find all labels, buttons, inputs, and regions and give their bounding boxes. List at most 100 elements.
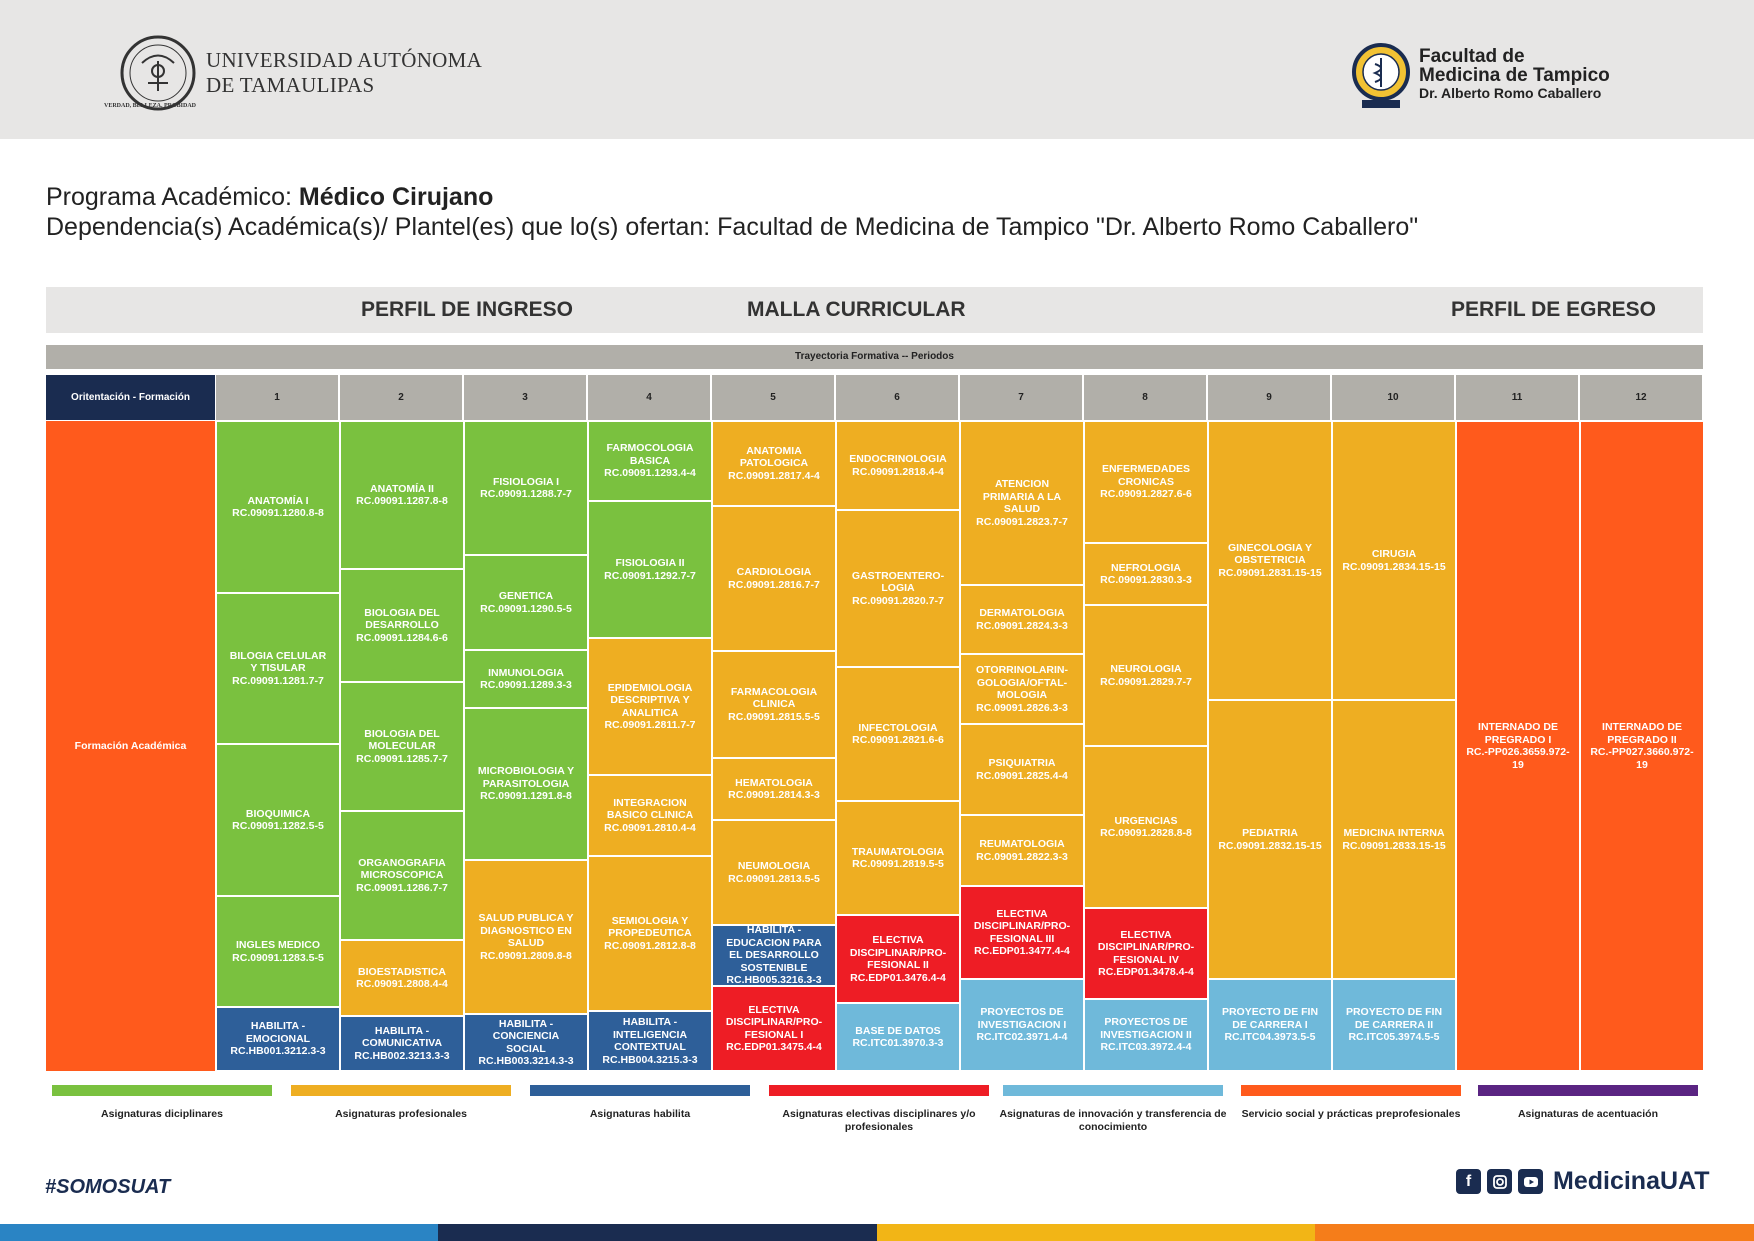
course-name: INTEGRACION BASICO CLINICA: [606, 796, 694, 822]
course-code: RC.ITC03.3972.4-4: [1100, 1041, 1192, 1054]
course-cell: HABILITA - INTELIGENCIA CONTEXTUAL RC.HB0…: [588, 1011, 712, 1071]
legend-label: Servicio social y prácticas preprofesion…: [1241, 1108, 1461, 1120]
footer-bar-orange: [1315, 1224, 1754, 1241]
course-name: ORGANOGRAFIA MICROSCOPICA: [358, 856, 446, 882]
period-header-8: 8: [1084, 375, 1206, 420]
course-name: HABILITA - INTELIGENCIA CONTEXTUAL: [612, 1016, 688, 1053]
course-code: RC.EDP01.3477.4-4: [974, 945, 1070, 957]
course-name: INTERNADO DE PREGRADO I: [1478, 721, 1558, 746]
perfil-egreso-heading: PERFIL DE EGRESO: [1451, 298, 1656, 321]
program-title: Programa Académico: Médico Cirujano: [46, 183, 493, 212]
course-code: RC.HB004.3215.3-3: [602, 1053, 698, 1066]
legend-label: Asignaturas profesionales: [335, 1108, 467, 1120]
course-cell: BIOLOGIA DEL MOLECULAR RC.09091.1285.7-7: [340, 682, 464, 811]
course-code: RC.09091.2808.4-4: [356, 978, 448, 990]
course-name: INTERNADO DE PREGRADO II: [1602, 721, 1682, 746]
course-code: RC.09091.2819.5-5: [852, 858, 944, 870]
program-dependencia: Dependencia(s) Académica(s)/ Plantel(es)…: [46, 213, 1419, 241]
course-code: RC.09091.2833.15-15: [1342, 839, 1446, 852]
course-cell: CARDIOLOGIA RC.09091.2816.7-7: [712, 506, 836, 651]
course-name: CIRUGIA: [1371, 548, 1417, 560]
course-name: CARDIOLOGIA: [736, 566, 812, 578]
period-header-9: 9: [1208, 375, 1330, 420]
course-cell: FARMACOLOGIA CLINICA RC.09091.2815.5-5: [712, 651, 836, 758]
course-name: HABILITA - EMOCIONAL: [245, 1020, 311, 1045]
instagram-icon[interactable]: [1487, 1169, 1512, 1194]
course-cell: FISIOLOGIA I RC.09091.1288.7-7: [464, 421, 588, 555]
course-name: NEFROLOGIA: [1111, 561, 1181, 574]
course-name: PEDIATRIA: [1242, 827, 1298, 839]
course-cell: PROYECTOS DE INVESTIGACION I RC.ITC02.397…: [960, 979, 1084, 1071]
social-handle: MedicinaUAT: [1553, 1167, 1710, 1195]
period-header-2: 2: [340, 375, 462, 420]
course-cell: REUMATOLOGIA RC.09091.2822.3-3: [960, 815, 1084, 886]
course-code: RC.09091.1292.7-7: [604, 569, 696, 582]
course-cell: NEUMOLOGIA RC.09091.2813.5-5: [712, 820, 836, 925]
course-code: RC.09091.2824.3-3: [976, 619, 1068, 632]
faculty-name-line2: Medicina de Tampico: [1419, 65, 1610, 86]
course-cell: MEDICINA INTERNA RC.09091.2833.15-15: [1332, 700, 1456, 979]
course-name: BIOLOGIA DEL DESARROLLO: [364, 606, 440, 632]
legend-swatch: [1478, 1085, 1698, 1096]
legend-label: Asignaturas diciplinares: [101, 1108, 223, 1120]
course-cell: NEUROLOGIA RC.09091.2829.7-7: [1084, 605, 1208, 746]
course-code: RC.HB003.3214.3-3: [478, 1055, 574, 1067]
course-cell: GASTROENTERO-LOGIA RC.09091.2820.7-7: [836, 510, 960, 667]
faculty-subtitle: Dr. Alberto Romo Caballero: [1419, 85, 1602, 101]
course-cell: OTORRINOLARIN-GOLOGIA/OFTAL-MOLOGIA RC.09…: [960, 654, 1084, 724]
course-code: RC.09091.1284.6-6: [356, 631, 448, 644]
course-name: OTORRINOLARIN-GOLOGIA/OFTAL-MOLOGIA: [976, 664, 1068, 701]
perfil-ingreso-heading: PERFIL DE INGRESO: [361, 298, 573, 321]
course-name: INFECTOLOGIA: [858, 721, 938, 734]
period-header-3: 3: [464, 375, 586, 420]
course-cell: BIOESTADISTICA RC.09091.2808.4-4: [340, 940, 464, 1016]
course-cell: ORGANOGRAFIA MICROSCOPICA RC.09091.1286.7…: [340, 811, 464, 940]
course-cell: ELECTIVA DISCIPLINAR/PRO-FESIONAL III RC.…: [960, 886, 1084, 979]
legend-swatch: [530, 1085, 750, 1096]
course-name: INMUNOLOGIA: [488, 666, 564, 679]
course-cell: ENFERMEDADES CRONICAS RC.09091.2827.6-6: [1084, 421, 1208, 543]
course-code: RC.09091.2826.3-3: [976, 701, 1068, 714]
course-code: RC.09091.2810.4-4: [604, 821, 696, 834]
course-code: RC.09091.2813.5-5: [728, 872, 820, 885]
course-code: RC.-PP026.3659.972-19: [1466, 746, 1570, 771]
course-cell: HABILITA - CONCIENCIA SOCIAL RC.HB003.321…: [464, 1014, 588, 1071]
course-code: RC.09091.2816.7-7: [728, 578, 820, 591]
course-name: MEDICINA INTERNA: [1343, 827, 1445, 839]
course-cell: PSIQUIATRIA RC.09091.2825.4-4: [960, 724, 1084, 815]
period-header-5: 5: [712, 375, 834, 420]
course-name: INGLES MEDICO: [235, 939, 320, 951]
course-code: RC.09091.2820.7-7: [852, 594, 944, 607]
course-name: PROYECTOS DE INVESTIGACION II: [1100, 1016, 1192, 1041]
course-code: RC.09091.2814.3-3: [728, 789, 820, 801]
course-code: RC.ITC01.3970.3-3: [852, 1037, 944, 1049]
university-name-line1: UNIVERSIDAD AUTÓNOMA: [206, 48, 483, 72]
facebook-icon[interactable]: f: [1456, 1169, 1481, 1194]
period-header-12: 12: [1580, 375, 1702, 420]
course-cell: HABILITA - COMUNICATIVA RC.HB002.3213.3-3: [340, 1016, 464, 1071]
course-cell: BIOLOGIA DEL DESARROLLO RC.09091.1284.6-6: [340, 569, 464, 682]
orientation-formacion-academica: Formación Académica: [46, 421, 215, 1071]
course-code: RC.EDP01.3476.4-4: [850, 971, 946, 984]
course-name: HABILITA - CONCIENCIA SOCIAL: [492, 1017, 560, 1055]
program-label: Programa Académico:: [46, 183, 299, 211]
course-code: RC.09091.2828.8-8: [1100, 827, 1192, 839]
course-cell: HEMATOLOGIA RC.09091.2814.3-3: [712, 758, 836, 820]
course-code: RC.09091.1293.4-4: [604, 467, 696, 480]
course-cell: GINECOLOGIA Y OBSTETRICIA RC.09091.2831.1…: [1208, 421, 1332, 700]
course-cell: SALUD PUBLICA Y DIAGNOSTICO EN SALUD RC.0…: [464, 860, 588, 1014]
youtube-icon[interactable]: [1518, 1169, 1543, 1194]
period-header-11: 11: [1456, 375, 1578, 420]
course-code: RC.09091.2817.4-4: [728, 469, 820, 482]
course-name: NEUMOLOGIA: [737, 860, 811, 872]
course-cell: ENDOCRINOLOGIA RC.09091.2818.4-4: [836, 421, 960, 510]
course-name: DERMATOLOGIA: [979, 607, 1065, 619]
period-header-4: 4: [588, 375, 710, 420]
section-band: PERFIL DE INGRESO MALLA CURRICULAR PERFI…: [46, 287, 1703, 333]
course-name: ELECTIVA DISCIPLINAR/PRO-FESIONAL IV: [1097, 928, 1195, 966]
course-code: RC.HB002.3213.3-3: [354, 1049, 450, 1062]
legend-label: Asignaturas electivas disciplinares y/o …: [782, 1108, 976, 1133]
course-name: ELECTIVA DISCIPLINAR/PRO-FESIONAL I: [725, 1003, 823, 1041]
course-code: RC.09091.2823.7-7: [976, 515, 1068, 528]
course-code: RC.EDP01.3478.4-4: [1098, 966, 1194, 978]
